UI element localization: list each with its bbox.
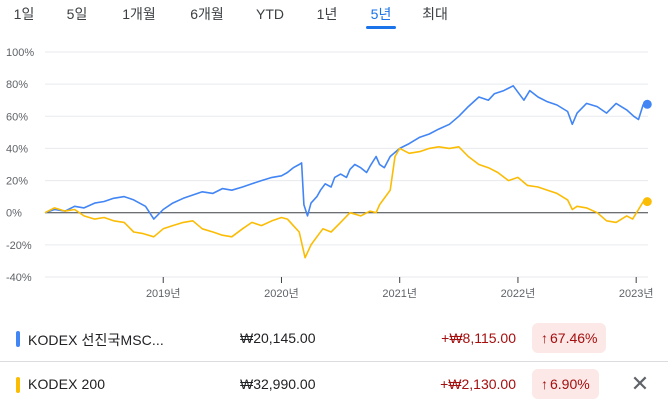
series-change: +₩8,115.00 <box>441 330 516 346</box>
tab-1-day[interactable]: 1일 <box>13 6 35 22</box>
y-tick-label: 100% <box>6 47 34 59</box>
series-change: +₩2,130.00 <box>440 376 516 392</box>
series-end-point <box>642 99 652 109</box>
x-tick-label: 2022년 <box>501 287 536 300</box>
x-tick-label: 2019년 <box>146 287 181 300</box>
series-color-swatch <box>16 377 20 393</box>
y-tick-label: 40% <box>6 143 28 155</box>
x-tick-label: 2020년 <box>264 287 299 300</box>
range-tabs: 1일 5일 1개월 6개월 YTD 1년 5년 최대 <box>0 0 668 34</box>
tab-ytd[interactable]: YTD <box>256 6 284 22</box>
y-tick-label: 20% <box>6 176 28 188</box>
series-percent: 6.90% <box>550 376 590 392</box>
close-icon[interactable]: ✕ <box>630 371 650 396</box>
legend-row-kodex-200[interactable]: KODEX 200 ₩32,990.00 +₩2,130.00 ↑ 6.90% ✕ <box>0 364 668 408</box>
series-end-point <box>642 197 652 207</box>
x-tick-label: 2021년 <box>382 287 417 300</box>
tab-5-year[interactable]: 5년 <box>366 3 396 31</box>
series-price: ₩20,145.00 <box>240 330 316 346</box>
arrow-up-icon: ↑ <box>541 376 548 392</box>
series-percent-badge: ↑ 67.46% <box>532 323 607 353</box>
tab-5-day[interactable]: 5일 <box>66 6 88 22</box>
tab-1-year[interactable]: 1년 <box>316 6 338 22</box>
arrow-up-icon: ↑ <box>541 330 548 346</box>
y-tick-label: -20% <box>6 240 32 252</box>
performance-chart: 100% 80% 60% 40% 20% 0% -20% -40% 2019년 2020년 2021… <box>6 47 654 300</box>
series-percent: 67.46% <box>550 330 598 346</box>
tab-6-month[interactable]: 6개월 <box>190 6 224 22</box>
series-line <box>44 146 644 259</box>
series-price: ₩32,990.00 <box>240 376 316 392</box>
y-tick-label: 80% <box>6 79 28 91</box>
series-percent-badge: ↑ 6.90% <box>532 369 599 399</box>
active-tab-indicator <box>366 26 396 29</box>
x-tick-label: 2023년 <box>619 287 654 300</box>
series-name: KODEX 200 <box>28 376 106 392</box>
y-tick-label: -40% <box>6 272 32 284</box>
tab-max[interactable]: 최대 <box>422 6 448 22</box>
legend-row-kodex-msci[interactable]: KODEX 선진국MSC... ₩20,145.00 +₩8,115.00 ↑ 6… <box>0 318 668 362</box>
series-line <box>44 85 645 220</box>
y-tick-label: 0% <box>6 208 22 220</box>
tab-1-month[interactable]: 1개월 <box>122 6 156 22</box>
series-color-swatch <box>16 331 20 347</box>
y-tick-label: 60% <box>6 111 28 123</box>
series-name: KODEX 선진국MSC... <box>28 332 164 348</box>
